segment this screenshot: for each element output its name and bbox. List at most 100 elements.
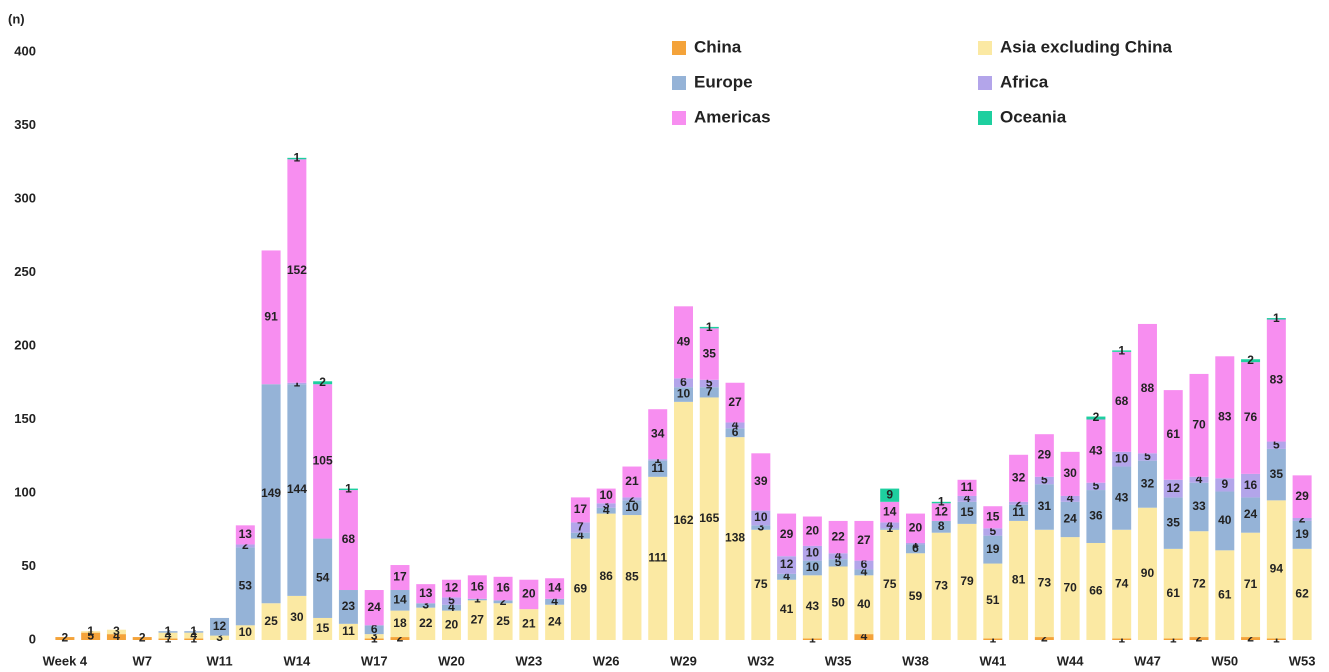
bar-segment (416, 607, 436, 640)
bar-segment (1009, 501, 1029, 505)
bar-segment (1241, 473, 1261, 498)
data-label: 32 (1141, 476, 1155, 490)
bar-segment (648, 460, 668, 477)
legend-swatch (978, 111, 992, 125)
data-label: 162 (673, 513, 693, 527)
bar-segment (931, 532, 951, 640)
data-label: 25 (264, 614, 278, 628)
bar-segment (905, 553, 925, 640)
x-tick-label: W23 (515, 653, 542, 668)
bar-segment (261, 603, 281, 640)
data-label: 19 (986, 542, 1000, 556)
bar-segment (931, 503, 951, 521)
data-label: 11 (342, 624, 355, 638)
bar-segment (828, 520, 848, 554)
bar-segment (880, 501, 900, 523)
data-label: 20 (445, 617, 459, 631)
bar-segment (699, 379, 719, 388)
bar-segment (287, 159, 307, 383)
bar-segment (1034, 637, 1054, 640)
y-tick-label: 250 (14, 264, 36, 279)
data-label: 36 (1089, 509, 1103, 523)
bar-segment (1034, 529, 1054, 638)
data-label: 51 (986, 593, 1000, 607)
y-tick-label: 100 (14, 484, 36, 499)
data-label: 4 (1067, 491, 1074, 505)
bar-segment (442, 597, 462, 605)
data-label: 68 (342, 532, 356, 546)
data-label: 1 (87, 624, 94, 638)
data-label: 15 (960, 505, 974, 519)
data-label: 10 (806, 545, 820, 559)
x-tick-label: W20 (438, 653, 465, 668)
bar-segment (1266, 318, 1286, 320)
data-label: 94 (1270, 562, 1284, 576)
bar-segment (390, 637, 410, 640)
bar-segment (545, 598, 565, 605)
data-label: 1 (1118, 343, 1125, 357)
bar-segment (493, 600, 513, 604)
data-label: 73 (935, 579, 949, 593)
data-label: 24 (548, 615, 562, 629)
data-label: 10 (1115, 451, 1129, 465)
bar-segment (1292, 517, 1312, 521)
bar-segment (313, 381, 333, 385)
bar-segment (983, 638, 1003, 640)
bar-segment (931, 501, 951, 504)
bar-segment (519, 609, 539, 640)
data-label: 41 (780, 602, 794, 616)
data-label: 4 (886, 518, 893, 532)
bar-segment (338, 490, 358, 591)
bar-segment (1266, 441, 1286, 449)
bar-segment (1215, 356, 1235, 479)
bar-segment (674, 387, 693, 402)
bar-segment (622, 515, 642, 640)
bar-segment (905, 544, 925, 554)
y-tick-label: 150 (14, 411, 36, 426)
data-label: 43 (806, 599, 820, 613)
data-label: 5 (448, 593, 455, 607)
data-label: 21 (625, 474, 639, 488)
bar-segment (648, 459, 668, 461)
data-label: 81 (1012, 573, 1026, 587)
bar-segment (1086, 482, 1106, 491)
bar-segment (674, 378, 693, 388)
x-tick-label: W53 (1289, 653, 1316, 668)
bar-segment (390, 565, 410, 591)
data-label: 29 (780, 527, 794, 541)
data-label: 35 (1270, 467, 1284, 481)
bar-segment (854, 569, 874, 576)
bar-segment (210, 617, 230, 636)
bar-segment (648, 409, 668, 460)
data-label: 5 (989, 524, 996, 538)
data-label: 61 (1218, 587, 1232, 601)
bar-segment (905, 513, 925, 543)
data-label: 23 (342, 599, 356, 613)
data-label: 24 (1244, 507, 1258, 521)
bar-segment (1163, 390, 1183, 480)
legend-label: China (694, 37, 742, 56)
x-tick-label: W14 (284, 653, 312, 668)
data-label: 10 (239, 625, 253, 639)
bar-segment (313, 538, 333, 618)
data-label: 76 (1244, 410, 1258, 424)
data-label: 4 (190, 628, 197, 642)
data-label: 6 (371, 622, 378, 636)
data-label: 61 (1167, 586, 1181, 600)
bar-segment (1112, 350, 1132, 352)
data-label: 34 (651, 426, 665, 440)
data-label: 4 (603, 503, 610, 517)
bar-segment (545, 578, 565, 599)
data-label: 30 (1063, 466, 1077, 480)
bar-segment (1189, 637, 1209, 640)
data-label: 24 (1063, 512, 1077, 526)
data-label: 2 (629, 491, 636, 505)
data-label: 6 (732, 425, 739, 439)
data-label: 10 (599, 488, 613, 502)
data-label: 12 (1167, 481, 1181, 495)
bar-segment (313, 617, 333, 640)
bar-segment (751, 453, 771, 511)
y-axis-label: (n) (8, 11, 25, 26)
bar-segment (622, 466, 642, 498)
bar-segment (957, 495, 977, 502)
